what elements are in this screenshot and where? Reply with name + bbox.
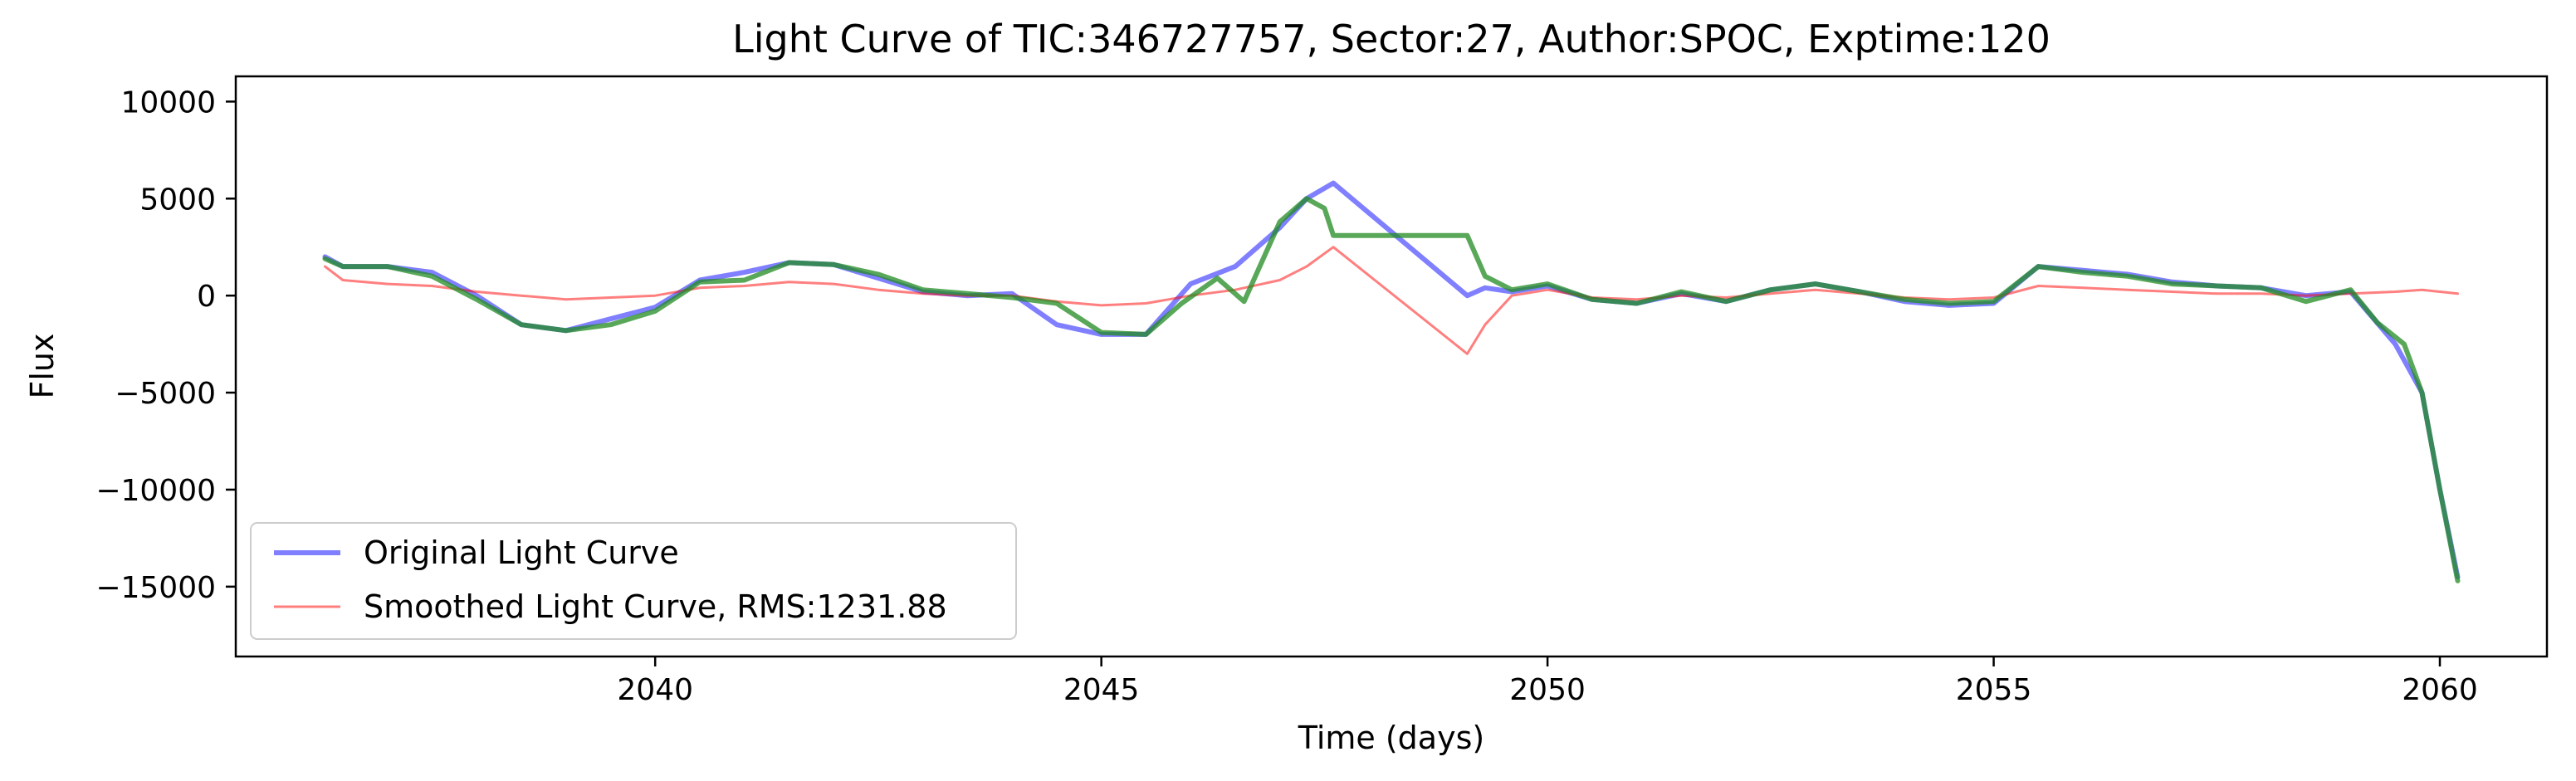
y-axis-ticks: 10000 5000 0 −5000 −10000 −15000 [95,85,236,605]
x-tick-label: 2050 [1509,673,1586,707]
x-tick-label: 2045 [1063,673,1140,707]
x-tick-label: 2055 [1956,673,2032,707]
x-tick-label: 2060 [2402,673,2478,707]
y-tick-label: −10000 [95,474,216,508]
y-tick-label: −15000 [95,571,216,605]
plot-area [322,180,2461,583]
y-tick-label: 10000 [120,85,216,120]
x-axis-ticks: 2040 2045 2050 2055 2060 [617,657,2478,707]
plot-frame [234,75,2549,658]
series-trend-line [322,196,2461,583]
y-axis-label: Flux [24,334,61,399]
y-tick-label: −5000 [115,377,216,411]
y-tick-label: 5000 [139,183,216,217]
x-axis-label: Time (days) [1298,720,1484,756]
y-tick-label: 0 [197,280,216,314]
series-smoothed-line [324,246,2459,355]
legend-label-original: Original Light Curve [364,534,679,571]
legend: Original Light Curve Smoothed Light Curv… [250,522,1017,640]
legend-label-smoothed: Smoothed Light Curve, RMS:1231.88 [364,588,947,625]
legend-box [250,522,1017,640]
chart-title: Light Curve of TIC:346727757, Sector:27,… [732,17,2051,61]
x-tick-label: 2040 [617,673,693,707]
